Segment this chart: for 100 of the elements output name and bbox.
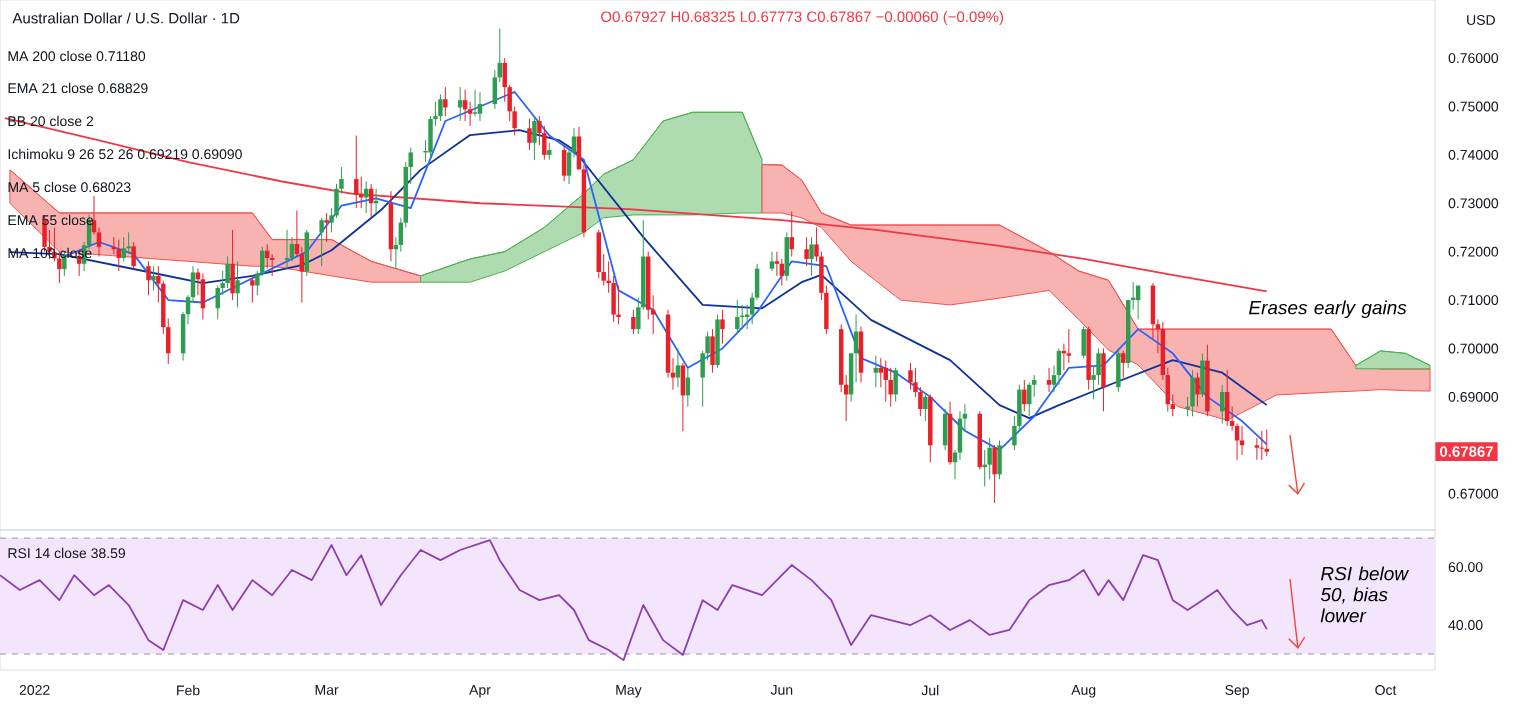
candlestick [1264,429,1269,457]
candlestick [1051,364,1057,393]
candlestick [532,115,537,161]
candlestick [225,256,230,289]
candlestick [606,260,611,294]
candlestick [601,253,606,287]
candlestick [631,309,636,335]
candlestick [1066,328,1072,364]
y-tick-label: 0.73000 [1448,198,1499,209]
candlestick [1195,372,1200,408]
candlestick [116,239,121,272]
annotation: RSI below 50, bias lower [1320,566,1410,623]
y-tick-label: 0.74000 [1448,149,1499,160]
candlestick [443,86,448,117]
y-tick-label: 0.70000 [1448,343,1499,354]
candlestick [1185,396,1190,417]
candlestick [814,226,819,262]
line-series [0,539,1268,662]
candlestick [477,91,483,122]
candlestick [1170,393,1175,417]
candlestick [675,347,681,388]
candlestick [1121,350,1126,379]
candlestick [235,260,240,308]
candlestick [1046,367,1052,393]
y-tick-label: 0.71000 [1448,295,1499,306]
candlestick [542,125,547,161]
x-tick-label: 2022 [19,685,50,695]
candlestick [324,212,329,243]
candlestick [156,265,161,303]
annotation: MA 5 close 0.68023 [8,181,131,193]
x-tick-label: May [616,685,642,698]
x-tick-label: Jun [770,685,793,695]
candlestick [151,265,156,291]
candlestick [809,236,814,277]
candlestick [467,101,473,127]
line-series [4,117,1268,293]
candlestick [769,251,775,272]
candlestick [1031,374,1037,398]
text: 0.67867 [1440,446,1493,457]
y-tick-label: 60.00 [1448,562,1483,573]
candlestick [121,236,126,262]
candlestick [804,236,809,267]
x-tick-label: Apr [469,685,491,698]
candlestick [527,118,532,151]
candlestick [250,275,255,303]
candlestick [735,299,740,335]
candlestick [670,357,676,391]
annotation: Erases early gains [1249,300,1407,319]
candlestick [537,115,542,146]
x-tick-label: Feb [177,685,200,696]
candlestick [1022,379,1027,412]
candlestick [126,231,131,255]
y-axis-title: USD [1467,15,1495,25]
candlestick [299,246,305,303]
candlestick [1229,406,1235,432]
x-tick-label: Jul [921,685,939,696]
candlestick [982,449,987,487]
annotation: EMA 21 close 0.68829 [8,82,148,94]
candlestick [566,147,572,185]
candlestick [408,147,413,185]
candlestick [873,355,879,388]
candlestick [636,297,641,335]
candlestick [57,251,62,284]
candlestick [1254,437,1260,461]
candlestick [918,386,923,417]
candlestick [146,260,151,296]
candlestick [616,285,621,325]
candlestick [571,127,577,158]
x-tick-label: Oct [1375,685,1397,695]
candlestick [1155,318,1161,354]
x-tick-label: Mar [315,685,339,695]
candlestick [1012,415,1017,451]
candlestick [512,105,517,137]
annotation: RSI 14 close 38.59 [8,547,126,559]
candlestick [185,294,191,325]
candlestick [319,217,324,267]
candlestick [438,93,443,122]
candlestick [888,367,893,408]
candlestick [720,309,725,345]
candlestick [987,437,992,480]
candlestick [1259,430,1265,461]
candlestick [96,226,102,258]
y-tick-label: 0.67000 [1448,488,1499,499]
candlestick [255,270,260,296]
candlestick [472,89,478,117]
candlestick [354,135,359,209]
candlestick [923,393,928,422]
candlestick [339,166,344,195]
x-tick-label: Aug [1071,685,1096,698]
candlestick [774,251,780,277]
y-tick-label: 0.69000 [1448,391,1499,402]
text: O0.67927 H0.68325 L0.67773 C0.67867 −0.00060 (−0.09%) [601,11,1004,25]
candlestick [1091,364,1096,400]
candlestick [908,362,913,391]
candlestick [1239,425,1245,456]
y-tick-label: 40.00 [1448,620,1483,630]
candlestick [650,294,656,335]
candlestick [749,292,755,325]
candlestick [705,331,710,362]
text: Australian Dollar / U.S. Dollar · 1D [12,12,240,24]
